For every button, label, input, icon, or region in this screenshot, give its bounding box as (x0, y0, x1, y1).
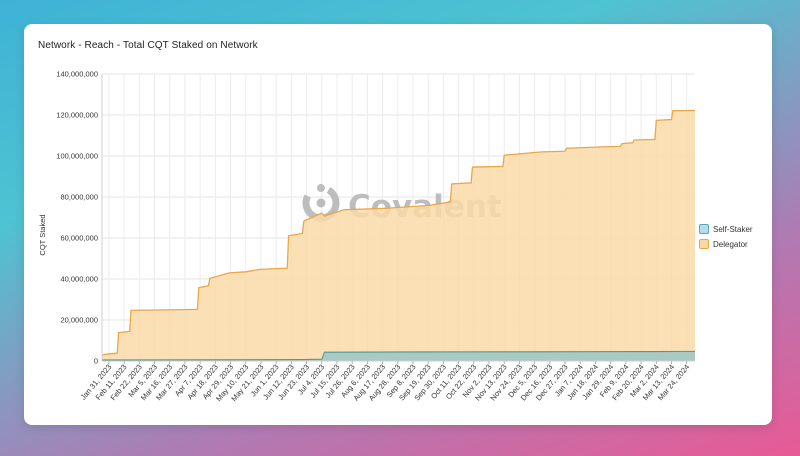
y-tick-label: 100,000,000 (56, 152, 98, 161)
y-tick-label: 80,000,000 (60, 193, 98, 202)
legend-label-self-staker: Self-Staker (713, 224, 753, 234)
y-tick-label: 40,000,000 (60, 275, 98, 284)
chart-title: Network - Reach - Total CQT Staked on Ne… (38, 40, 258, 51)
series-areas (101, 109, 696, 361)
series-line-delegator (101, 109, 696, 356)
series-area-self-staker[interactable] (102, 351, 695, 361)
y-tick-label: 0 (94, 357, 98, 366)
y-tick-label: 60,000,000 (60, 234, 98, 243)
y-axis: 0 20,000,000 40,000,000 60,000,000 80,000,00… (56, 70, 103, 366)
legend: Self-Staker Delegator (699, 224, 753, 254)
legend-item-self-staker[interactable]: Self-Staker (699, 224, 753, 234)
chart-card: Network - Reach - Total CQT Staked on Ne… (24, 24, 772, 425)
legend-swatch-delegator (699, 239, 709, 249)
legend-item-delegator[interactable]: Delegator (699, 239, 753, 249)
legend-label-delegator: Delegator (713, 239, 748, 249)
y-axis-label: CQT Staked (38, 214, 47, 255)
y-tick-label: 120,000,000 (56, 111, 98, 120)
legend-swatch-self-staker (699, 224, 709, 234)
y-tick-label: 140,000,000 (56, 70, 98, 79)
stacked-area-chart: Covalent 020,000,00040,000,00060,000,000… (38, 70, 696, 403)
y-tick-label: 20,000,000 (60, 316, 98, 325)
series-area-delegator[interactable] (102, 110, 695, 360)
series-line-self-staker (101, 350, 696, 361)
